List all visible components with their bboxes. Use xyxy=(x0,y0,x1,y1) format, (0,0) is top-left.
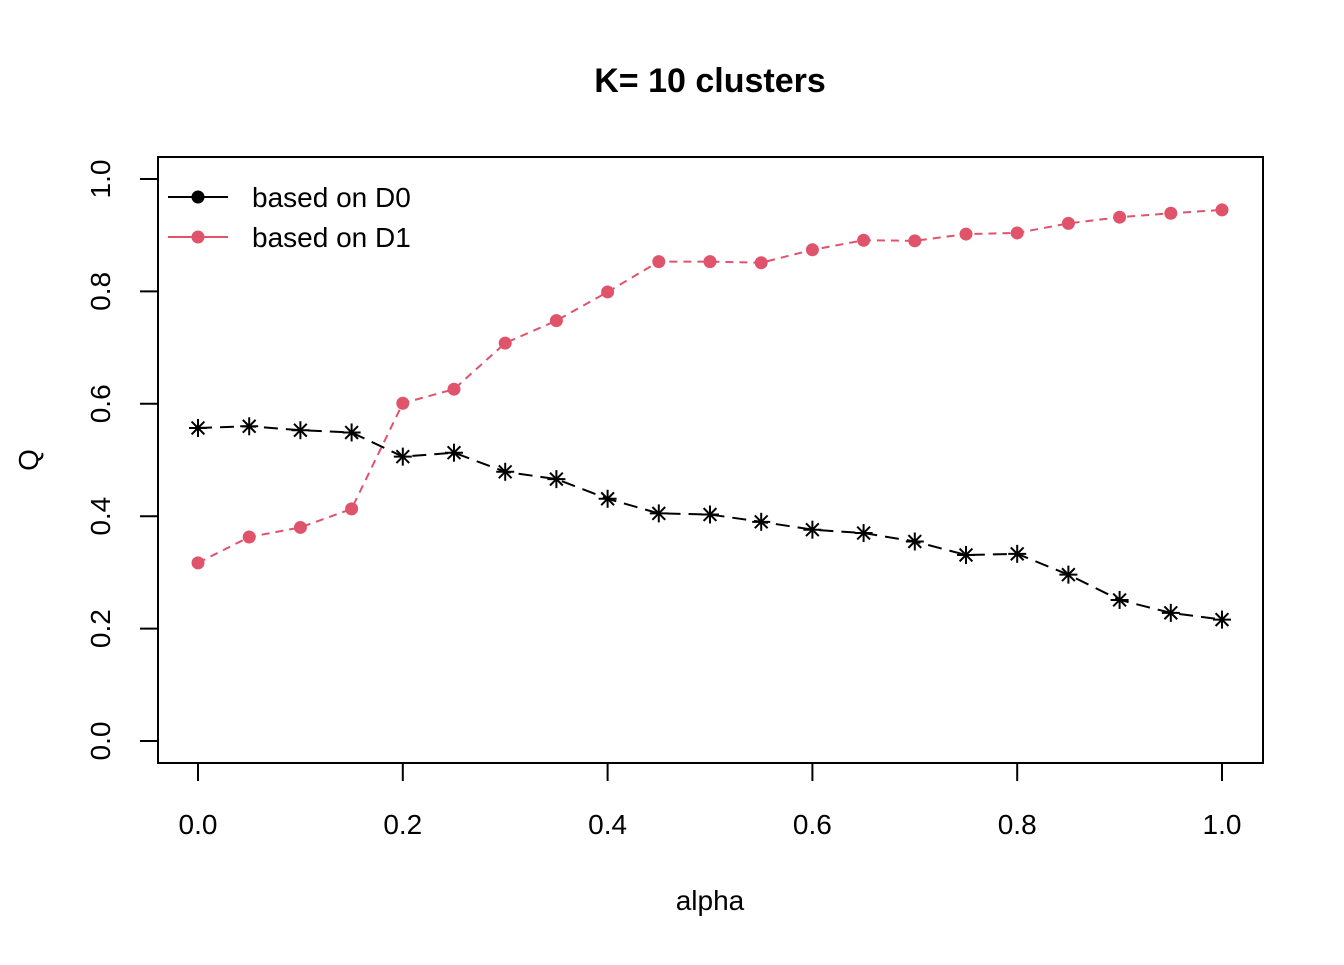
data-point xyxy=(905,532,924,551)
legend-item-2: based on D1 xyxy=(168,222,411,253)
data-point xyxy=(752,512,771,531)
x-tick-label: 1.0 xyxy=(1203,809,1242,840)
series-2 xyxy=(191,203,1229,570)
data-point xyxy=(189,418,207,437)
y-tick-label: 0.4 xyxy=(85,497,116,536)
legend-marker xyxy=(191,230,205,244)
data-point xyxy=(598,489,617,508)
data-point xyxy=(498,336,512,350)
data-point xyxy=(1113,210,1127,224)
data-point xyxy=(601,285,615,299)
chart-title: K= 10 clusters xyxy=(594,62,826,100)
data-point xyxy=(1008,544,1027,563)
data-point xyxy=(701,505,719,524)
data-point xyxy=(1215,203,1229,217)
data-point xyxy=(293,520,307,534)
data-point xyxy=(445,443,463,462)
x-axis-label: alpha xyxy=(676,885,745,916)
data-point xyxy=(242,530,256,544)
data-point xyxy=(240,417,259,436)
data-point xyxy=(854,524,873,543)
x-tick-label: 0.0 xyxy=(179,809,218,840)
data-point xyxy=(803,520,822,539)
x-tick-label: 0.8 xyxy=(998,809,1037,840)
data-point xyxy=(1164,206,1178,220)
data-point xyxy=(1010,226,1024,240)
data-point xyxy=(1061,216,1075,230)
legend-item-1: based on D0 xyxy=(168,182,411,213)
data-point xyxy=(549,314,563,328)
legend-marker xyxy=(191,190,205,204)
data-point xyxy=(957,545,975,564)
data-point xyxy=(652,255,666,269)
legend-label: based on D0 xyxy=(252,182,411,213)
series-line xyxy=(197,208,1223,564)
x-axis: 0.0 0.2 0.4 0.6 0.8 1.0 xyxy=(179,762,1242,840)
data-point xyxy=(1110,590,1129,609)
y-axis: 0.0 0.2 0.4 0.6 0.8 1.0 xyxy=(85,160,159,761)
y-tick-label: 0.0 xyxy=(85,722,116,761)
series-1 xyxy=(189,417,1231,629)
data-point xyxy=(291,421,310,440)
data-point xyxy=(754,256,768,270)
data-point xyxy=(345,502,359,516)
y-tick-label: 0.8 xyxy=(85,272,116,311)
x-tick-label: 0.6 xyxy=(793,809,832,840)
data-point xyxy=(1161,603,1180,622)
data-point xyxy=(396,396,410,410)
data-point xyxy=(342,423,361,442)
data-point xyxy=(959,227,973,241)
data-point xyxy=(857,233,871,247)
x-tick-label: 0.4 xyxy=(588,809,627,840)
data-point xyxy=(447,382,461,396)
data-point xyxy=(191,556,205,570)
data-point xyxy=(1059,565,1078,584)
legend-label: based on D1 xyxy=(252,222,411,253)
series-layer xyxy=(189,203,1231,629)
data-point xyxy=(393,447,412,466)
x-tick-label: 0.2 xyxy=(383,809,422,840)
data-point xyxy=(703,255,717,269)
data-point xyxy=(805,243,819,257)
y-tick-label: 0.2 xyxy=(85,609,116,648)
y-axis-label: Q xyxy=(13,449,44,471)
y-tick-label: 1.0 xyxy=(85,160,116,199)
data-point xyxy=(547,470,566,489)
legend: based on D0 based on D1 xyxy=(168,182,411,253)
data-point xyxy=(908,234,922,248)
data-point xyxy=(649,504,668,523)
data-point xyxy=(496,462,515,481)
data-point xyxy=(1213,610,1231,629)
y-tick-label: 0.6 xyxy=(85,384,116,423)
